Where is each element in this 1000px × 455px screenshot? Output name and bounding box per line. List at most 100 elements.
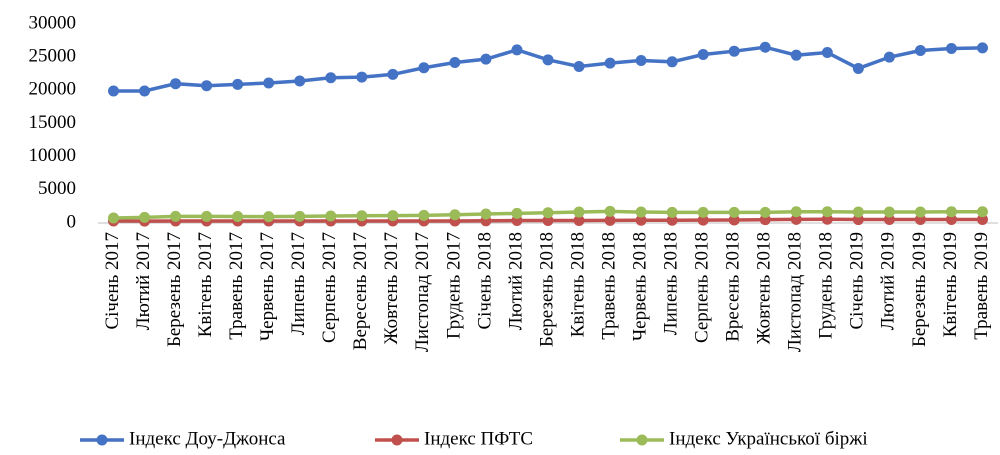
point: [666, 56, 678, 68]
x-tick-label: Січень 2017: [102, 232, 123, 330]
y-tick-label: 0: [67, 211, 77, 232]
point: [511, 207, 523, 219]
point: [201, 80, 213, 92]
x-tick-label: Квітень 2019: [940, 232, 961, 337]
x-tick-label: Листопад 2018: [785, 232, 806, 352]
point: [263, 211, 275, 223]
point: [170, 78, 182, 90]
legend-label: Індекс ПФТС: [424, 428, 533, 449]
point: [232, 78, 244, 90]
x-tick-label: Вересень 2017: [350, 232, 371, 350]
point: [449, 209, 461, 221]
point: [139, 211, 151, 223]
x-tick-label: Січень 2018: [474, 232, 495, 330]
point: [480, 53, 492, 65]
x-tick-label: Лютий 2019: [878, 232, 899, 330]
x-tick-label: Лютий 2017: [133, 232, 154, 330]
x-tick-label: Листопад 2017: [412, 232, 433, 352]
point: [914, 45, 926, 57]
legend-label: Індекс Української біржі: [669, 428, 868, 449]
y-tick-label: 15000: [29, 112, 77, 133]
x-tick-label: Серпень 2018: [692, 232, 713, 343]
x-tick-label: Травень 2017: [226, 232, 247, 340]
x-tick-label: Липень 2017: [288, 232, 309, 335]
point: [790, 213, 802, 225]
point: [790, 49, 802, 61]
point: [387, 210, 399, 222]
point: [263, 77, 275, 89]
point: [418, 62, 430, 74]
point: [356, 71, 368, 83]
point: [387, 68, 399, 80]
x-tick-label: Жовтень 2017: [381, 232, 402, 344]
x-tick-label: Травень 2019: [971, 232, 992, 340]
point: [728, 206, 740, 218]
x-tick-label: Серпень 2017: [319, 232, 340, 343]
point: [759, 41, 771, 53]
y-tick-label: 20000: [29, 79, 77, 100]
point: [604, 214, 616, 226]
point: [976, 213, 988, 225]
legend-marker: [391, 434, 403, 446]
y-tick-label: 25000: [29, 46, 77, 67]
point: [604, 57, 616, 69]
point: [852, 206, 864, 218]
point: [573, 215, 585, 227]
x-tick-label: Березень 2018: [536, 232, 557, 347]
point: [170, 210, 182, 222]
y-tick-label: 10000: [29, 145, 77, 166]
point: [976, 206, 988, 218]
x-tick-label: Червень 2017: [257, 232, 278, 341]
x-tick-label: Березень 2017: [164, 232, 185, 347]
point: [356, 210, 368, 222]
point: [759, 206, 771, 218]
x-tick-label: Квітень 2017: [195, 232, 216, 337]
y-tick-label: 5000: [38, 178, 76, 199]
point: [635, 206, 647, 218]
x-tick-label: Березень 2019: [909, 232, 930, 347]
point: [418, 209, 430, 221]
point: [666, 206, 678, 218]
point: [728, 45, 740, 57]
point: [108, 212, 120, 224]
point: [232, 210, 244, 222]
point: [139, 85, 151, 97]
point: [635, 214, 647, 226]
point: [108, 85, 120, 97]
x-tick-label: Жовтень 2018: [754, 232, 775, 344]
point: [790, 206, 802, 218]
x-tick-label: Січень 2019: [847, 232, 868, 330]
x-tick-label: Червень 2018: [629, 232, 650, 341]
point: [666, 214, 678, 226]
x-tick-label: Квітень 2018: [567, 232, 588, 337]
point: [449, 56, 461, 68]
point: [294, 75, 306, 87]
point: [604, 205, 616, 217]
legend-marker: [636, 434, 648, 446]
point: [852, 62, 864, 74]
point: [914, 206, 926, 218]
x-tick-label: Вресень 2018: [723, 232, 744, 342]
point: [201, 210, 213, 222]
point: [294, 210, 306, 222]
point: [542, 54, 554, 66]
x-tick-label: Лютий 2018: [505, 232, 526, 330]
point: [542, 207, 554, 219]
point: [480, 208, 492, 220]
point: [945, 43, 957, 55]
point: [573, 60, 585, 72]
point: [542, 214, 554, 226]
point: [511, 44, 523, 56]
legend-label: Індекс Доу-Джонса: [129, 428, 286, 449]
point: [697, 214, 709, 226]
point: [325, 72, 337, 84]
point: [945, 213, 957, 225]
point: [976, 42, 988, 54]
x-tick-label: Травень 2018: [598, 232, 619, 340]
x-tick-label: Липень 2018: [660, 232, 681, 335]
point: [728, 214, 740, 226]
series-line: [113, 45, 983, 93]
x-tick-label: Грудень 2018: [816, 232, 837, 339]
point: [883, 206, 895, 218]
point: [573, 206, 585, 218]
